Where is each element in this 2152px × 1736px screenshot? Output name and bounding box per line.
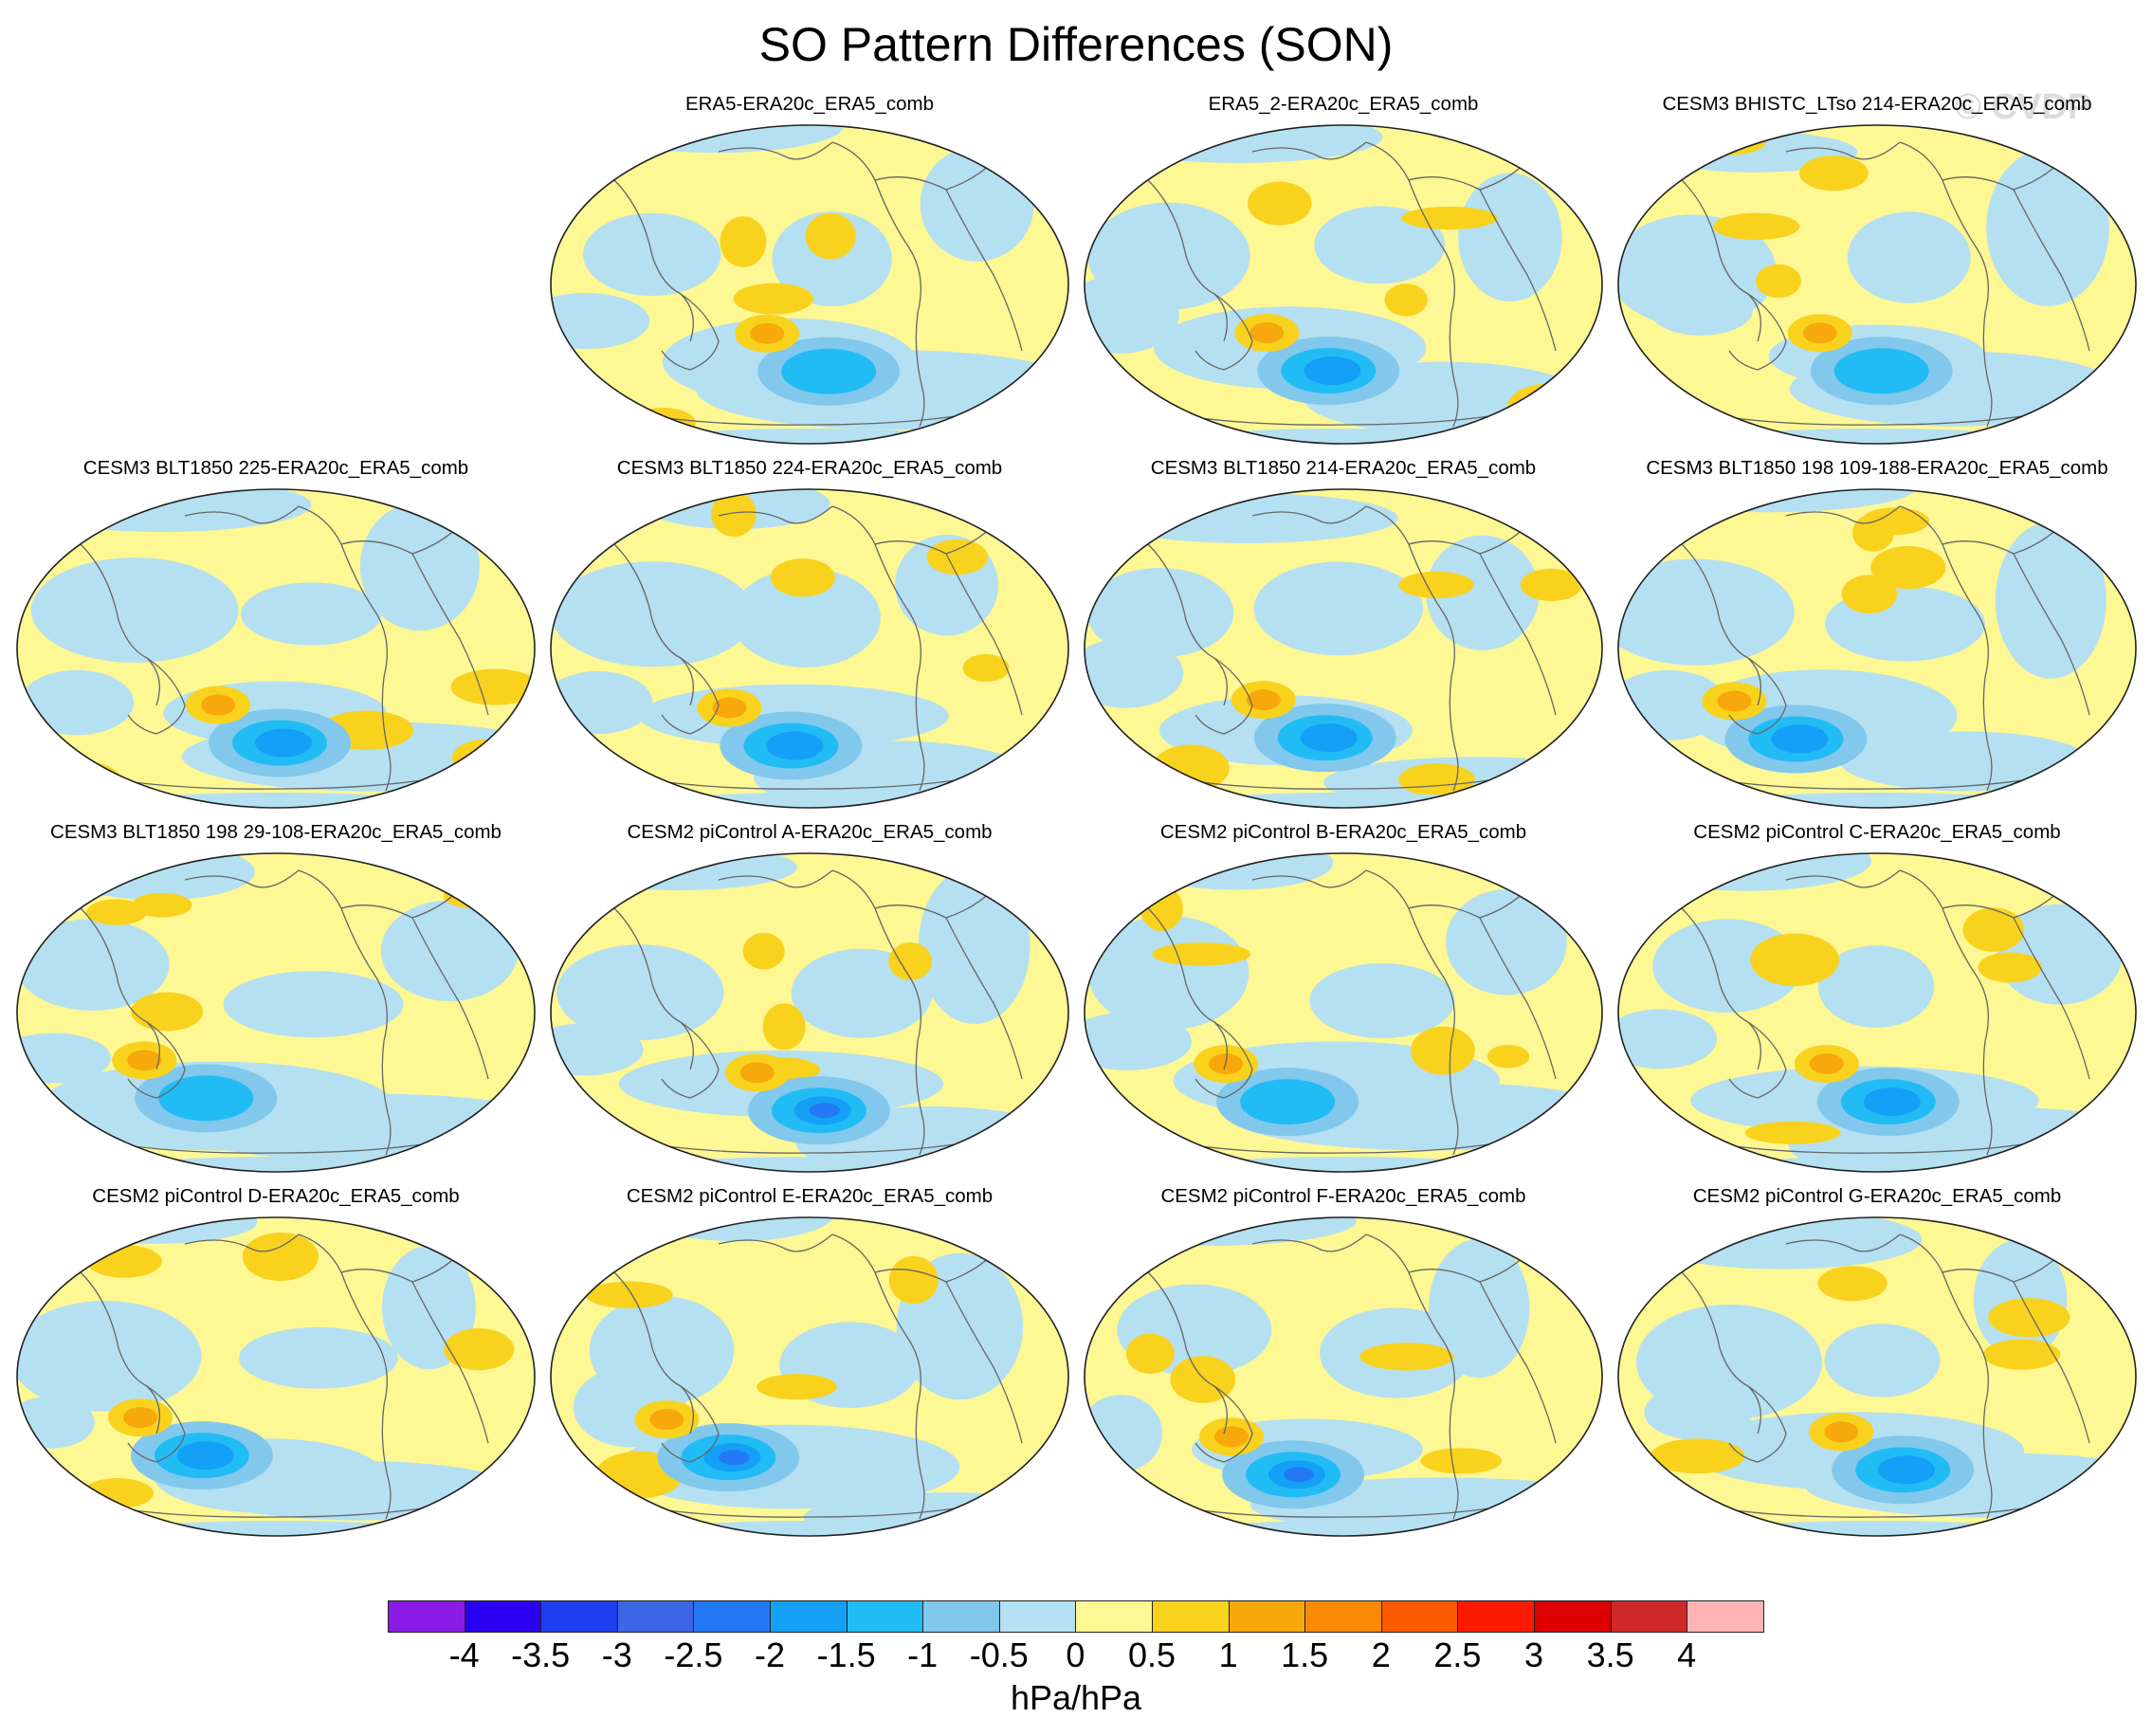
colorbar-swatch bbox=[1075, 1600, 1153, 1633]
colorbar-tick-label: -3.5 bbox=[511, 1635, 571, 1674]
colorbar-swatch bbox=[1380, 1600, 1459, 1633]
colorbar-swatch bbox=[846, 1600, 924, 1633]
colorbar-tick-label: -1.5 bbox=[816, 1635, 876, 1674]
panel-title: CESM3 BLT1850 224-ERA20c_ERA5_comb bbox=[616, 457, 1003, 479]
colorbar-swatch bbox=[464, 1600, 542, 1633]
map-field bbox=[550, 488, 1069, 809]
map-field bbox=[1617, 488, 2137, 809]
colorbar-tick-label: 3 bbox=[1523, 1635, 1544, 1674]
map-field bbox=[1617, 852, 2137, 1173]
panel-title: ERA5-ERA20c_ERA5_comb bbox=[684, 93, 935, 115]
colorbar-tick-label: 2 bbox=[1371, 1635, 1391, 1674]
map-field bbox=[1084, 124, 1603, 445]
colorbar-swatch bbox=[1534, 1600, 1612, 1633]
map-panel bbox=[1082, 123, 1605, 446]
panel-title: CESM2 piControl C-ERA20c_ERA5_comb bbox=[1693, 821, 2061, 843]
map-field bbox=[1617, 1216, 2137, 1537]
map-panel bbox=[548, 123, 1071, 446]
colorbar-tick-label: -3 bbox=[601, 1635, 632, 1674]
colorbar-swatch bbox=[388, 1600, 465, 1633]
panel-title: CESM2 piControl F-ERA20c_ERA5_comb bbox=[1160, 1185, 1526, 1207]
map-panel bbox=[14, 851, 538, 1174]
cvdp-watermark: © CVDP bbox=[1955, 87, 2092, 127]
panel-title: CESM3 BLT1850 214-ERA20c_ERA5_comb bbox=[1150, 457, 1537, 479]
map-field bbox=[550, 124, 1069, 445]
panel-title: CESM3 BLT1850 198 29-108-ERA20c_ERA5_com… bbox=[50, 821, 502, 843]
panel-title: CESM2 piControl B-ERA20c_ERA5_comb bbox=[1159, 821, 1527, 843]
map-field bbox=[16, 852, 536, 1173]
panel-title: ERA5_2-ERA20c_ERA5_comb bbox=[1208, 93, 1479, 115]
map-panel bbox=[1615, 487, 2139, 810]
colorbar-units: hPa/hPa bbox=[1010, 1678, 1142, 1717]
colorbar-swatch bbox=[1228, 1600, 1306, 1633]
colorbar-tick-label: 1 bbox=[1218, 1635, 1238, 1674]
map-panel bbox=[548, 851, 1071, 1174]
map-field bbox=[550, 1216, 1069, 1537]
colorbar-swatch bbox=[922, 1600, 1000, 1633]
colorbar-tick-label: 3.5 bbox=[1586, 1635, 1634, 1674]
colorbar-tick-label: 0.5 bbox=[1127, 1635, 1176, 1674]
colorbar-tick-label: 0 bbox=[1066, 1635, 1085, 1674]
map-panel bbox=[1615, 123, 2139, 446]
panel-title: CESM3 BLT1850 225-ERA20c_ERA5_comb bbox=[82, 457, 469, 479]
map-panel bbox=[1615, 851, 2139, 1174]
map-panel bbox=[14, 487, 538, 810]
colorbar-swatch bbox=[998, 1600, 1077, 1633]
colorbar-swatch bbox=[1152, 1600, 1230, 1633]
panel-title: CESM2 piControl D-ERA20c_ERA5_comb bbox=[92, 1185, 460, 1207]
map-field bbox=[550, 852, 1069, 1173]
figure-title: SO Pattern Differences (SON) bbox=[758, 18, 1394, 71]
map-panel bbox=[1082, 1215, 1605, 1538]
panel-title: CESM2 piControl E-ERA20c_ERA5_comb bbox=[626, 1185, 994, 1207]
map-field bbox=[16, 1216, 536, 1537]
map-field bbox=[1084, 852, 1603, 1173]
panel-title: CESM2 piControl G-ERA20c_ERA5_comb bbox=[1692, 1185, 2062, 1207]
colorbar-tick-label: 1.5 bbox=[1281, 1635, 1329, 1674]
map-field bbox=[16, 488, 536, 809]
colorbar-tick-label: -2.5 bbox=[664, 1635, 723, 1674]
colorbar-tick-label: -0.5 bbox=[969, 1635, 1029, 1674]
map-panel bbox=[1082, 487, 1605, 810]
map-panel bbox=[1615, 1215, 2139, 1538]
colorbar-swatch bbox=[540, 1600, 618, 1633]
map-field bbox=[1084, 1216, 1603, 1537]
map-panel bbox=[548, 487, 1071, 810]
panel-title: CESM2 piControl A-ERA20c_ERA5_comb bbox=[627, 821, 993, 843]
colorbar-tick-label: 2.5 bbox=[1433, 1635, 1482, 1674]
colorbar-swatch bbox=[1457, 1600, 1535, 1633]
panel-title: CESM3 BLT1850 198 109-188-ERA20c_ERA5_co… bbox=[1646, 457, 2108, 479]
colorbar-tick-label: -4 bbox=[448, 1635, 480, 1674]
colorbar-swatch bbox=[616, 1600, 695, 1633]
map-field bbox=[1617, 124, 2137, 445]
map-panel bbox=[548, 1215, 1071, 1538]
map-panel bbox=[14, 1215, 538, 1538]
colorbar-tick-label: -1 bbox=[907, 1635, 939, 1674]
panel-title: CESM3 BHISTC_LTso 214-ERA20c_ERA5_comb bbox=[1662, 93, 2092, 115]
colorbar-tick-label: 4 bbox=[1677, 1635, 1697, 1674]
colorbar-swatch bbox=[1304, 1600, 1382, 1633]
colorbar-swatch bbox=[1687, 1600, 1764, 1633]
colorbar-swatch bbox=[1610, 1600, 1688, 1633]
map-panel bbox=[1082, 851, 1605, 1174]
colorbar-swatch bbox=[770, 1600, 848, 1633]
map-field bbox=[1084, 488, 1603, 809]
colorbar-swatch bbox=[693, 1600, 771, 1633]
colorbar-tick-label: -2 bbox=[754, 1635, 785, 1674]
